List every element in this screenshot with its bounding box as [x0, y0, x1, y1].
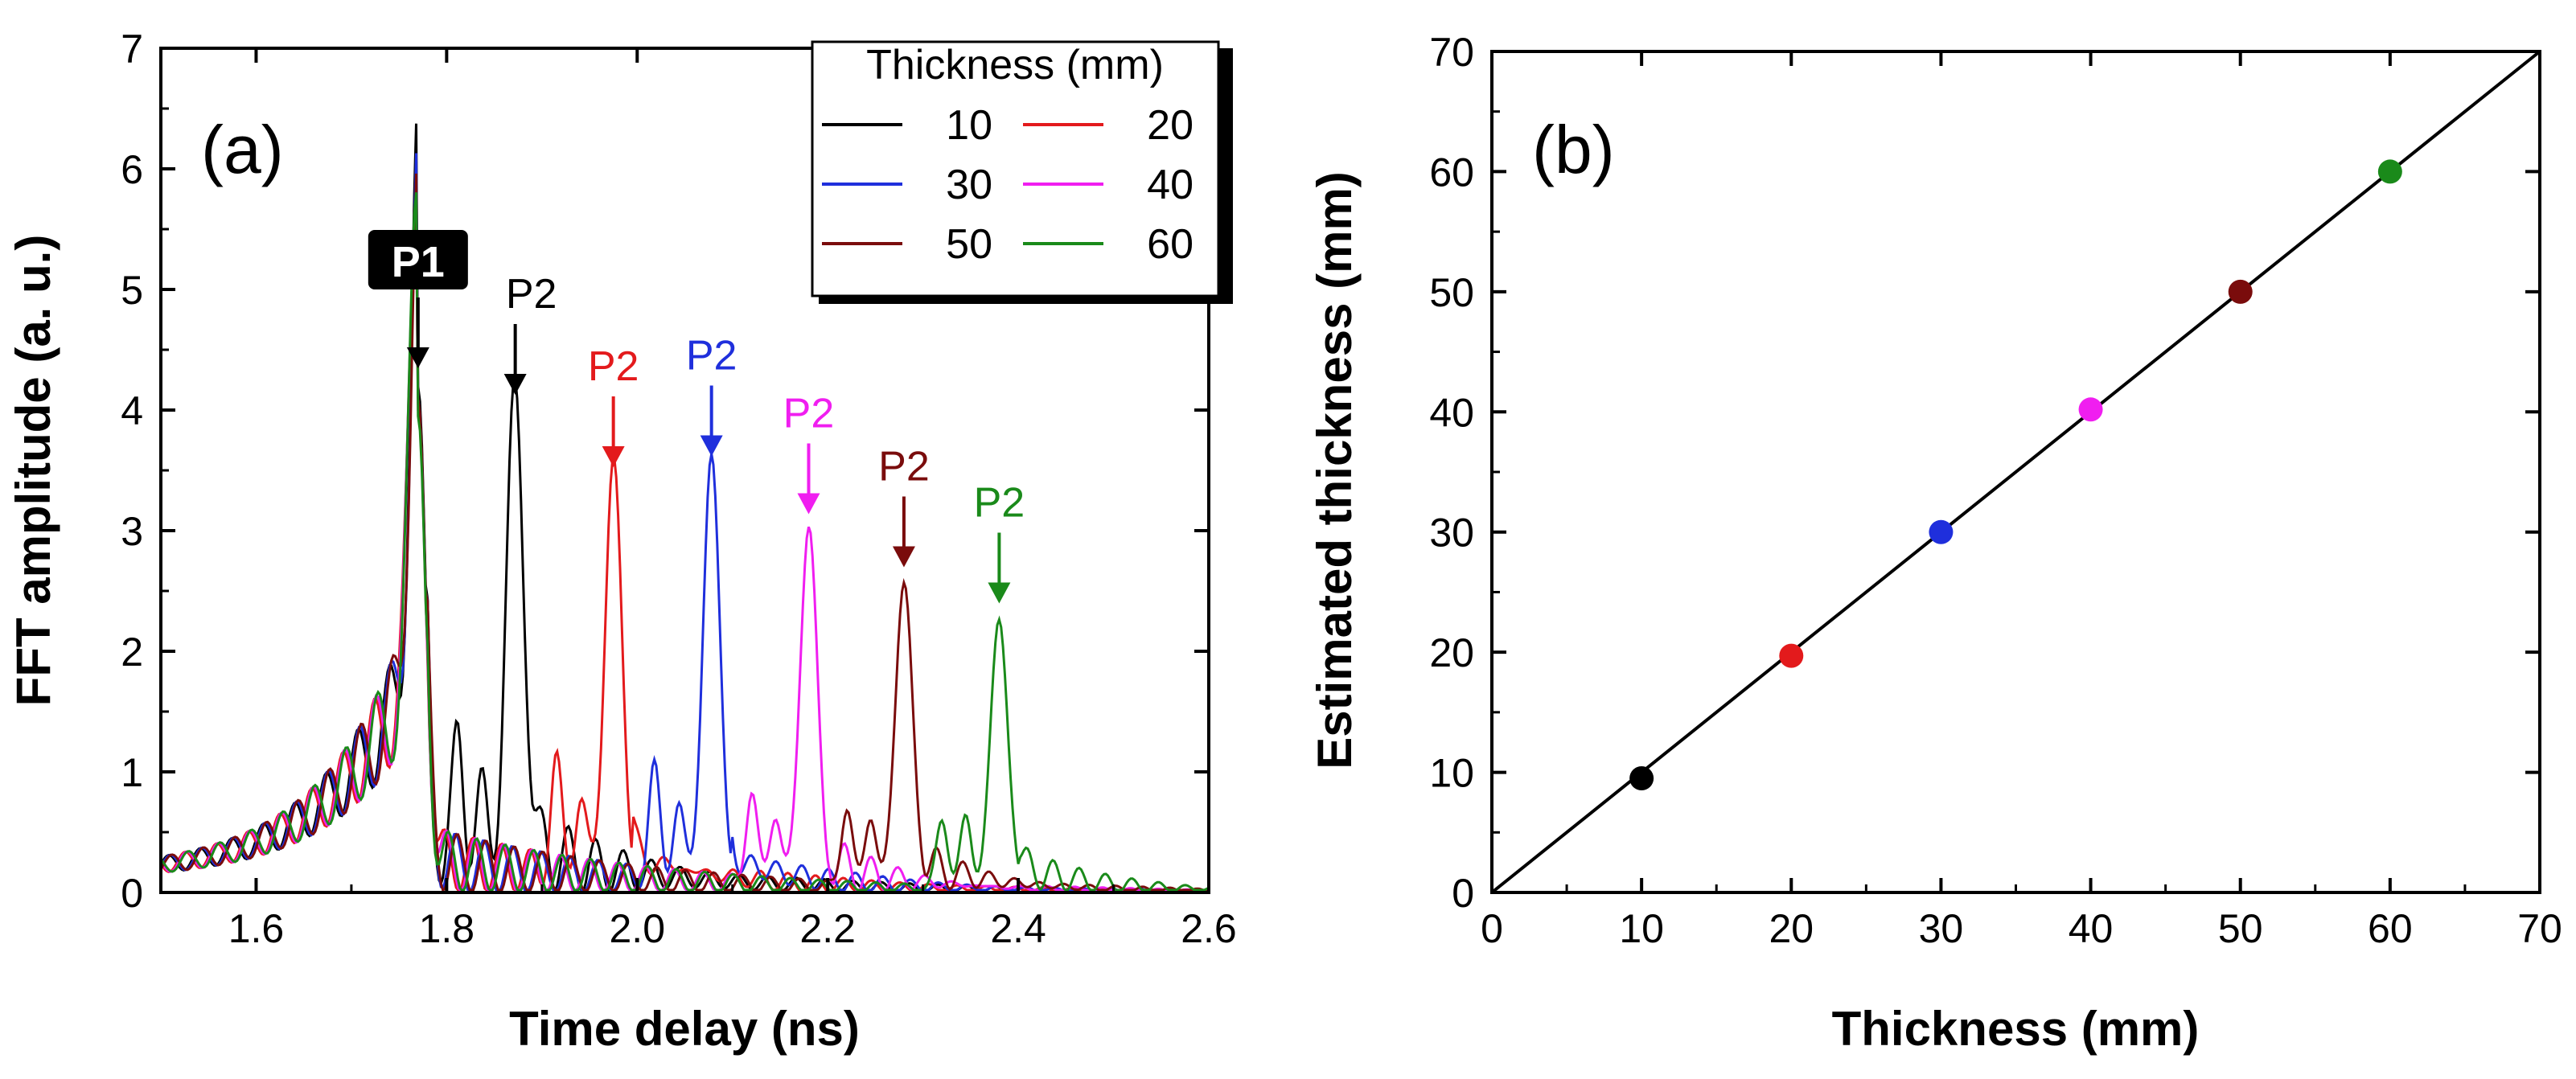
y-tick-label: 10	[1429, 751, 1474, 796]
panel-b-ticks: 00 10 10 20 20 30 30 40 40 50 50 60 60 70 70	[1429, 30, 2562, 951]
peak-annotation-p2: P2	[878, 444, 930, 568]
peak-label-box	[368, 230, 468, 289]
series-line-50	[159, 173, 1209, 892]
x-tick-label: 2.2	[799, 906, 856, 951]
panel-a-legend: Thickness (mm) 10 20 30 40 50 60	[811, 40, 1233, 304]
y-tick-label: 20	[1429, 630, 1474, 675]
peak-annotation-p2: P2	[783, 391, 835, 515]
legend-shadow-bottom	[819, 296, 1233, 304]
x-tick-label: 2.4	[990, 906, 1046, 951]
arrow-head	[988, 582, 1011, 604]
legend-entries: 10 20 30 40 50 60	[822, 102, 1194, 268]
legend-label-50: 50	[946, 221, 992, 268]
panel-a-xlabel: Time delay (ns)	[509, 1002, 860, 1056]
legend-label-60: 60	[1147, 221, 1194, 268]
peak-label: P2	[506, 271, 557, 318]
x-tick-label: 60	[2368, 906, 2413, 951]
panel-a-annotations: P1 P2 P2 P2 P2 P2 P2	[368, 230, 1025, 604]
legend-label-30: 30	[946, 162, 992, 208]
peak-label: P2	[588, 343, 639, 390]
y-tick-label: 0	[121, 871, 143, 916]
x-tick-label: 1.6	[228, 906, 285, 951]
x-tick-label: 50	[2218, 906, 2263, 951]
y-tick-label: 60	[1429, 150, 1474, 195]
peak-annotation-p2: P2	[686, 333, 737, 457]
data-point-30	[1929, 519, 1954, 544]
panel-a-series	[159, 123, 1210, 892]
y-tick-label: 3	[121, 509, 143, 554]
data-point-40	[2078, 397, 2103, 422]
legend-label-10: 10	[946, 102, 992, 149]
data-point-10	[1629, 766, 1654, 791]
panel-b: 00 10 10 20 20 30 30 40 40 50 50 60 60 70 70 (b) Thick…	[1308, 30, 2562, 1056]
y-tick-label: 1	[121, 750, 143, 795]
legend-box	[811, 40, 1220, 297]
data-point-60	[2377, 159, 2402, 184]
panel-b-ylabel: Estimated thickness (mm)	[1308, 171, 1362, 769]
data-point-50	[2228, 279, 2253, 304]
arrow-head	[503, 374, 527, 395]
arrow-head	[892, 546, 915, 568]
arrow-head	[700, 435, 723, 457]
x-tick-label: 2.0	[610, 906, 666, 951]
y-tick-label: 40	[1429, 390, 1474, 435]
legend-shadow-right	[1218, 48, 1233, 302]
peak-annotation-p2: P2	[588, 343, 639, 467]
series-line-60	[159, 192, 1210, 892]
panel-a-ylabel: FFT amplitude (a. u.)	[6, 235, 60, 707]
arrow-head	[406, 347, 429, 368]
peak-label: P2	[783, 391, 835, 437]
x-tick-label: 40	[2069, 906, 2114, 951]
panel-a-ticks: 1.6 1.8 2.0 2.2 2.4 2.6 0 1 2 3 4 5 6 7	[121, 27, 1237, 951]
peak-annotation-p1: P1	[368, 230, 468, 368]
legend-title: Thickness (mm)	[866, 42, 1164, 88]
arrow-head	[602, 446, 625, 467]
x-tick-label: 20	[1769, 906, 1814, 951]
x-tick-label: 0	[1481, 906, 1503, 951]
panel-a-label: (a)	[201, 112, 284, 187]
legend-label-40: 40	[1147, 162, 1194, 208]
series-line-40	[159, 207, 1209, 892]
y-tick-label: 6	[121, 147, 143, 192]
peak-label: P1	[392, 238, 445, 286]
panel-b-points	[1629, 159, 2402, 791]
peak-annotation-p2: P2	[503, 271, 557, 395]
y-tick-label: 0	[1452, 871, 1474, 916]
y-tick-label: 70	[1429, 30, 1474, 75]
peak-annotation-p2: P2	[974, 480, 1025, 604]
panel-b-xlabel: Thickness (mm)	[1832, 1002, 2200, 1056]
y-tick-label: 4	[121, 388, 143, 433]
y-tick-label: 2	[121, 630, 143, 675]
peak-label: P2	[878, 444, 930, 490]
x-tick-label: 30	[1919, 906, 1964, 951]
panel-b-label: (b)	[1532, 112, 1615, 187]
legend-label-20: 20	[1147, 102, 1194, 149]
peak-label: P2	[686, 333, 737, 379]
x-tick-label: 70	[2517, 906, 2562, 951]
y-tick-label: 30	[1429, 511, 1474, 556]
y-tick-label: 7	[121, 27, 143, 72]
fit-line	[1490, 50, 2541, 894]
x-tick-label: 10	[1619, 906, 1664, 951]
peak-label: P2	[974, 480, 1025, 527]
data-point-20	[1779, 643, 1804, 668]
y-tick-label: 50	[1429, 270, 1474, 315]
x-tick-label: 1.8	[419, 906, 475, 951]
x-tick-label: 2.6	[1181, 906, 1237, 951]
y-tick-label: 5	[121, 268, 143, 313]
arrow-head	[797, 493, 820, 515]
